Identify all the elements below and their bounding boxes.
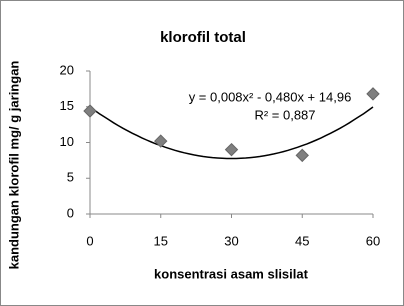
data-point: [366, 87, 380, 101]
trendline: [89, 106, 374, 160]
y-tick-label: 0: [67, 205, 74, 220]
r-squared: R² = 0,887: [254, 107, 315, 122]
y-tick-label: 20: [60, 62, 74, 77]
trendline-equation: y = 0,008x² - 0,480x + 14,96: [189, 89, 352, 104]
x-axis-label: konsentrasi asam slisilat: [154, 266, 309, 281]
y-axis-label: kandungan klorofil mg/ g jaringan: [6, 61, 21, 270]
data-point: [83, 104, 97, 118]
data-point: [154, 134, 168, 148]
y-tick-label: 15: [60, 98, 74, 113]
y-tick-label: 10: [60, 134, 74, 149]
data-point: [224, 142, 239, 157]
x-tick-label: 15: [154, 233, 168, 248]
data-point: [295, 148, 309, 163]
x-tick-label: 0: [86, 233, 93, 248]
x-tick-label: 60: [366, 233, 380, 248]
x-tick-label: 30: [224, 233, 238, 248]
x-tick-label: 45: [295, 233, 309, 248]
chart-title: klorofil total: [160, 29, 246, 46]
y-tick-label: 5: [67, 170, 74, 185]
